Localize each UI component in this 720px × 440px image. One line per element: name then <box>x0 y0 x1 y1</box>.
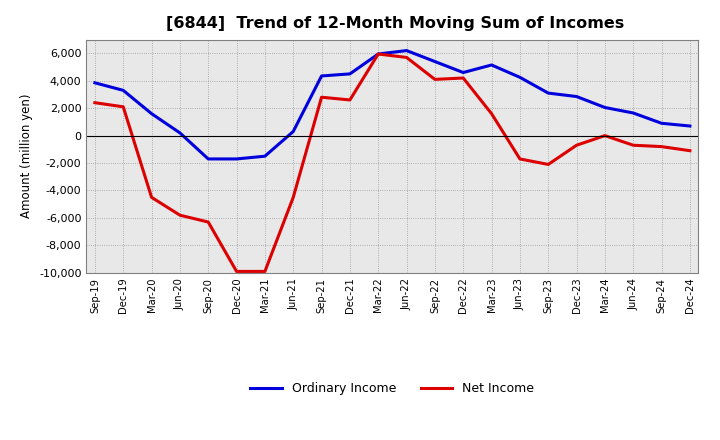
Ordinary Income <box>431 59 439 64</box>
Ordinary Income <box>91 80 99 85</box>
Net Income <box>544 162 552 167</box>
Ordinary Income <box>176 130 184 136</box>
Line: Net Income: Net Income <box>95 54 690 271</box>
Net Income <box>374 51 382 57</box>
Y-axis label: Amount (million yen): Amount (million yen) <box>20 94 34 218</box>
Ordinary Income <box>204 156 212 161</box>
Ordinary Income <box>487 62 496 68</box>
Net Income <box>572 143 581 148</box>
Net Income <box>119 104 127 110</box>
Ordinary Income <box>657 121 666 126</box>
Ordinary Income <box>600 105 609 110</box>
Net Income <box>318 95 326 100</box>
Ordinary Income <box>233 156 241 161</box>
Legend: Ordinary Income, Net Income: Ordinary Income, Net Income <box>246 377 539 400</box>
Net Income <box>148 195 156 200</box>
Net Income <box>289 195 297 200</box>
Ordinary Income <box>148 111 156 116</box>
Net Income <box>629 143 637 148</box>
Ordinary Income <box>629 110 637 116</box>
Net Income <box>176 213 184 218</box>
Ordinary Income <box>459 70 467 75</box>
Net Income <box>657 144 666 149</box>
Ordinary Income <box>572 94 581 99</box>
Net Income <box>346 97 354 103</box>
Net Income <box>261 269 269 274</box>
Net Income <box>233 269 241 274</box>
Ordinary Income <box>516 75 524 80</box>
Ordinary Income <box>685 123 694 128</box>
Net Income <box>516 156 524 161</box>
Text: [6844]  Trend of 12-Month Moving Sum of Incomes: [6844] Trend of 12-Month Moving Sum of I… <box>166 16 624 32</box>
Net Income <box>487 111 496 116</box>
Ordinary Income <box>261 154 269 159</box>
Ordinary Income <box>119 88 127 93</box>
Ordinary Income <box>374 51 382 57</box>
Ordinary Income <box>289 129 297 134</box>
Net Income <box>459 75 467 81</box>
Ordinary Income <box>402 48 411 53</box>
Net Income <box>431 77 439 82</box>
Net Income <box>402 55 411 60</box>
Net Income <box>91 100 99 105</box>
Ordinary Income <box>318 73 326 79</box>
Line: Ordinary Income: Ordinary Income <box>95 51 690 159</box>
Ordinary Income <box>544 91 552 96</box>
Net Income <box>600 133 609 138</box>
Net Income <box>204 220 212 225</box>
Ordinary Income <box>346 71 354 77</box>
Net Income <box>685 148 694 154</box>
